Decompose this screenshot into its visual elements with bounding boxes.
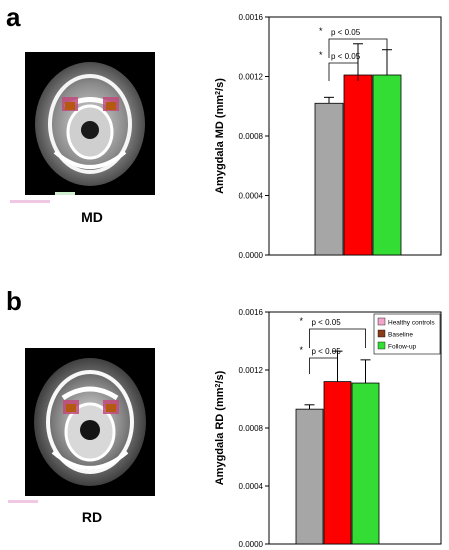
chart-md: 0.0000 0.0004 0.0008 0.0012 0.0016 Amygdala M…: [214, 13, 442, 260]
panel-a-letter: a: [6, 2, 21, 32]
legend-entry: Baseline: [388, 332, 413, 339]
significance-star: *: [319, 26, 323, 36]
significance-star: *: [319, 50, 323, 60]
brain-scan-md-graphic: [35, 62, 145, 186]
significance-label: p < 0.05: [312, 347, 342, 356]
brain-scan-image-md: [25, 52, 155, 195]
y-axis-label: Amygdala RD (mm2/s): [214, 370, 226, 485]
significance-bracket: [328, 62, 359, 81]
y-tick-label: 0.0000: [239, 251, 264, 260]
brain-caption-md: MD: [81, 209, 103, 225]
y-axis-label: Amygdala MD (mm2/s): [214, 78, 226, 194]
bar-baseline: [343, 74, 373, 256]
legend-entry: Healthy controls: [388, 320, 435, 327]
significance-star: *: [300, 316, 304, 326]
y-tick-label: 0.0000: [239, 540, 264, 548]
panel-b-letter: b: [6, 286, 22, 316]
significance-label: p < 0.05: [331, 52, 361, 61]
brain-scan-image-rd: [25, 348, 155, 496]
bar-follow-up: [372, 74, 402, 256]
y-tick-label: 0.0012: [239, 366, 264, 375]
bar-healthy-controls: [314, 102, 344, 256]
bar-follow-up: [351, 382, 380, 545]
chart-rd: 0.0000 0.0004 0.0008 0.0012 0.0016 Amygdala R…: [214, 308, 442, 548]
legend-swatch: [377, 341, 386, 350]
bar-healthy-controls: [295, 408, 324, 545]
y-tick-label: 0.0016: [239, 13, 264, 22]
bar-baseline: [323, 381, 352, 545]
brain-scan-rd-graphic: [34, 358, 146, 486]
significance-label: p < 0.05: [331, 28, 361, 37]
significance-bracket: [309, 328, 366, 348]
significance-label: p < 0.05: [312, 318, 342, 327]
y-tick-label: 0.0004: [239, 192, 264, 201]
legend-swatch: [377, 317, 386, 326]
legend-entry: Follow-up: [388, 344, 417, 351]
significance-bracket: [309, 357, 338, 374]
legend-swatch: [377, 329, 386, 338]
y-tick-label: 0.0008: [239, 132, 264, 141]
y-tick-label: 0.0016: [239, 308, 264, 317]
brain-caption-rd: RD: [81, 509, 103, 525]
y-tick-label: 0.0008: [239, 424, 264, 433]
y-tick-label: 0.0004: [239, 482, 264, 491]
y-tick-label: 0.0012: [239, 73, 264, 82]
significance-star: *: [300, 345, 304, 355]
significance-bracket: [328, 38, 388, 58]
